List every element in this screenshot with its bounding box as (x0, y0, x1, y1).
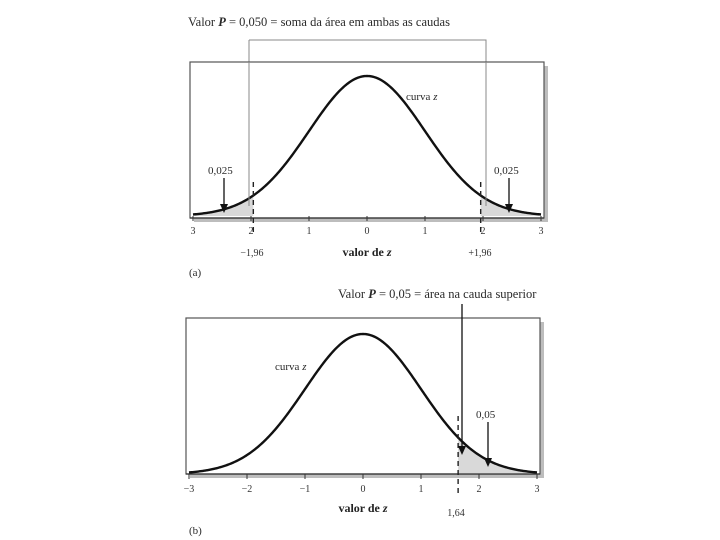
panel-a-tick-label: 3 (539, 226, 544, 237)
panel-b-tick-label: −1 (300, 484, 311, 495)
panel-a-curve-label: curva z (406, 91, 438, 103)
panel-a-label: (a) (189, 267, 202, 279)
panel-a-axis-title: valor de z (342, 245, 391, 259)
panel-b-label: (b) (189, 525, 202, 537)
panel-b-header: Valor P = 0,05 = área na cauda superior (338, 287, 537, 301)
panel-a-tick-label: 3 (191, 226, 196, 237)
panel-a-right-tail-label: 0,025 (494, 165, 519, 177)
panel-a-header: Valor P = 0,050 = soma da área em ambas … (188, 15, 450, 29)
panel-a-tick-label: 1 (307, 226, 312, 237)
panel-a-tick-label: 2 (249, 226, 254, 237)
panel-b-critical-label: 1,64 (447, 508, 465, 519)
panel-b-tick-label: −2 (242, 484, 253, 495)
panel-a-tick-label: 1 (423, 226, 428, 237)
panel-b-tick-label: 2 (477, 484, 482, 495)
panel-b-tick-label: 0 (361, 484, 366, 495)
panel-a-tick-label: 2 (481, 226, 486, 237)
panel-b-tick-label: 3 (535, 484, 540, 495)
panel-b-axis-title: valor de z (338, 501, 387, 515)
panel-a-left-tail-label: 0,025 (208, 165, 233, 177)
panel-a-frame (190, 62, 544, 218)
panel-a: Valor P = 0,050 = soma da área em ambas … (188, 15, 548, 279)
panel-b: Valor P = 0,05 = área na cauda superior … (184, 287, 544, 537)
panel-a-critical-right-label: +1,96 (468, 248, 491, 259)
panel-a-tick-label: 0 (365, 226, 370, 237)
panel-a-critical-left-label: −1,96 (240, 248, 263, 259)
panel-b-tick-label: −3 (184, 484, 195, 495)
panel-b-tick-label: 1 (419, 484, 424, 495)
panel-b-frame (186, 318, 540, 474)
panel-b-curve-label: curva z (275, 361, 307, 373)
panel-b-tail-label: 0,05 (476, 409, 496, 421)
panel-a-header-bracket (249, 40, 486, 62)
